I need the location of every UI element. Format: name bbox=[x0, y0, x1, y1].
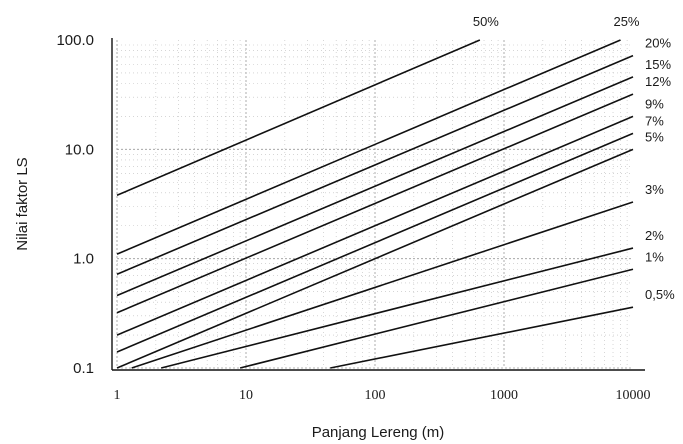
series-label: 3% bbox=[645, 182, 664, 197]
y-tick-labels: 0.1 1.0 10.0 100.0 bbox=[56, 32, 94, 377]
series-label: 20% bbox=[645, 36, 671, 51]
series-line bbox=[116, 132, 634, 353]
x-tick-labels: 1 10 100 1000 10000 bbox=[114, 388, 651, 403]
y-tick-label: 10.0 bbox=[65, 141, 94, 158]
series-label: 1% bbox=[645, 249, 664, 264]
series-line bbox=[116, 39, 481, 197]
y-tick-label: 0.1 bbox=[73, 360, 94, 377]
series-label: 7% bbox=[645, 113, 664, 128]
series-line bbox=[116, 54, 634, 276]
series-line bbox=[116, 93, 634, 314]
series-line bbox=[116, 39, 621, 255]
x-tick-label: 10 bbox=[239, 388, 253, 403]
series-line bbox=[116, 148, 634, 369]
series-label: 5% bbox=[645, 129, 664, 144]
x-tick-label: 1000 bbox=[490, 388, 518, 403]
series-labels: 50% 25% 20% 15% 12% 9% 7%5% 3% 2% 1% 0,5% bbox=[473, 14, 675, 302]
y-tick-label: 1.0 bbox=[73, 251, 94, 268]
series-line bbox=[239, 268, 634, 369]
x-tick-label: 10000 bbox=[616, 388, 651, 403]
series-label: 9% bbox=[645, 96, 664, 111]
series-line bbox=[160, 247, 634, 369]
series-line bbox=[330, 306, 634, 369]
series-label: 12% bbox=[645, 74, 671, 89]
y-tick-label: 100.0 bbox=[56, 32, 94, 49]
x-axis-title: Panjang Lereng (m) bbox=[312, 424, 445, 441]
series-line bbox=[131, 201, 634, 369]
series-label: 15% bbox=[645, 57, 671, 72]
series-label: 0,5% bbox=[645, 287, 675, 302]
series-line bbox=[116, 115, 634, 336]
y-axis-title: Nilai faktor LS bbox=[14, 157, 31, 250]
axes bbox=[111, 38, 645, 371]
series-lines bbox=[116, 39, 634, 369]
x-tick-label: 100 bbox=[365, 388, 386, 403]
series-label: 2% bbox=[645, 228, 664, 243]
series-label: 50% bbox=[473, 14, 499, 29]
x-tick-label: 1 bbox=[114, 388, 121, 403]
series-label: 25% bbox=[613, 14, 639, 29]
series-line bbox=[116, 76, 634, 297]
